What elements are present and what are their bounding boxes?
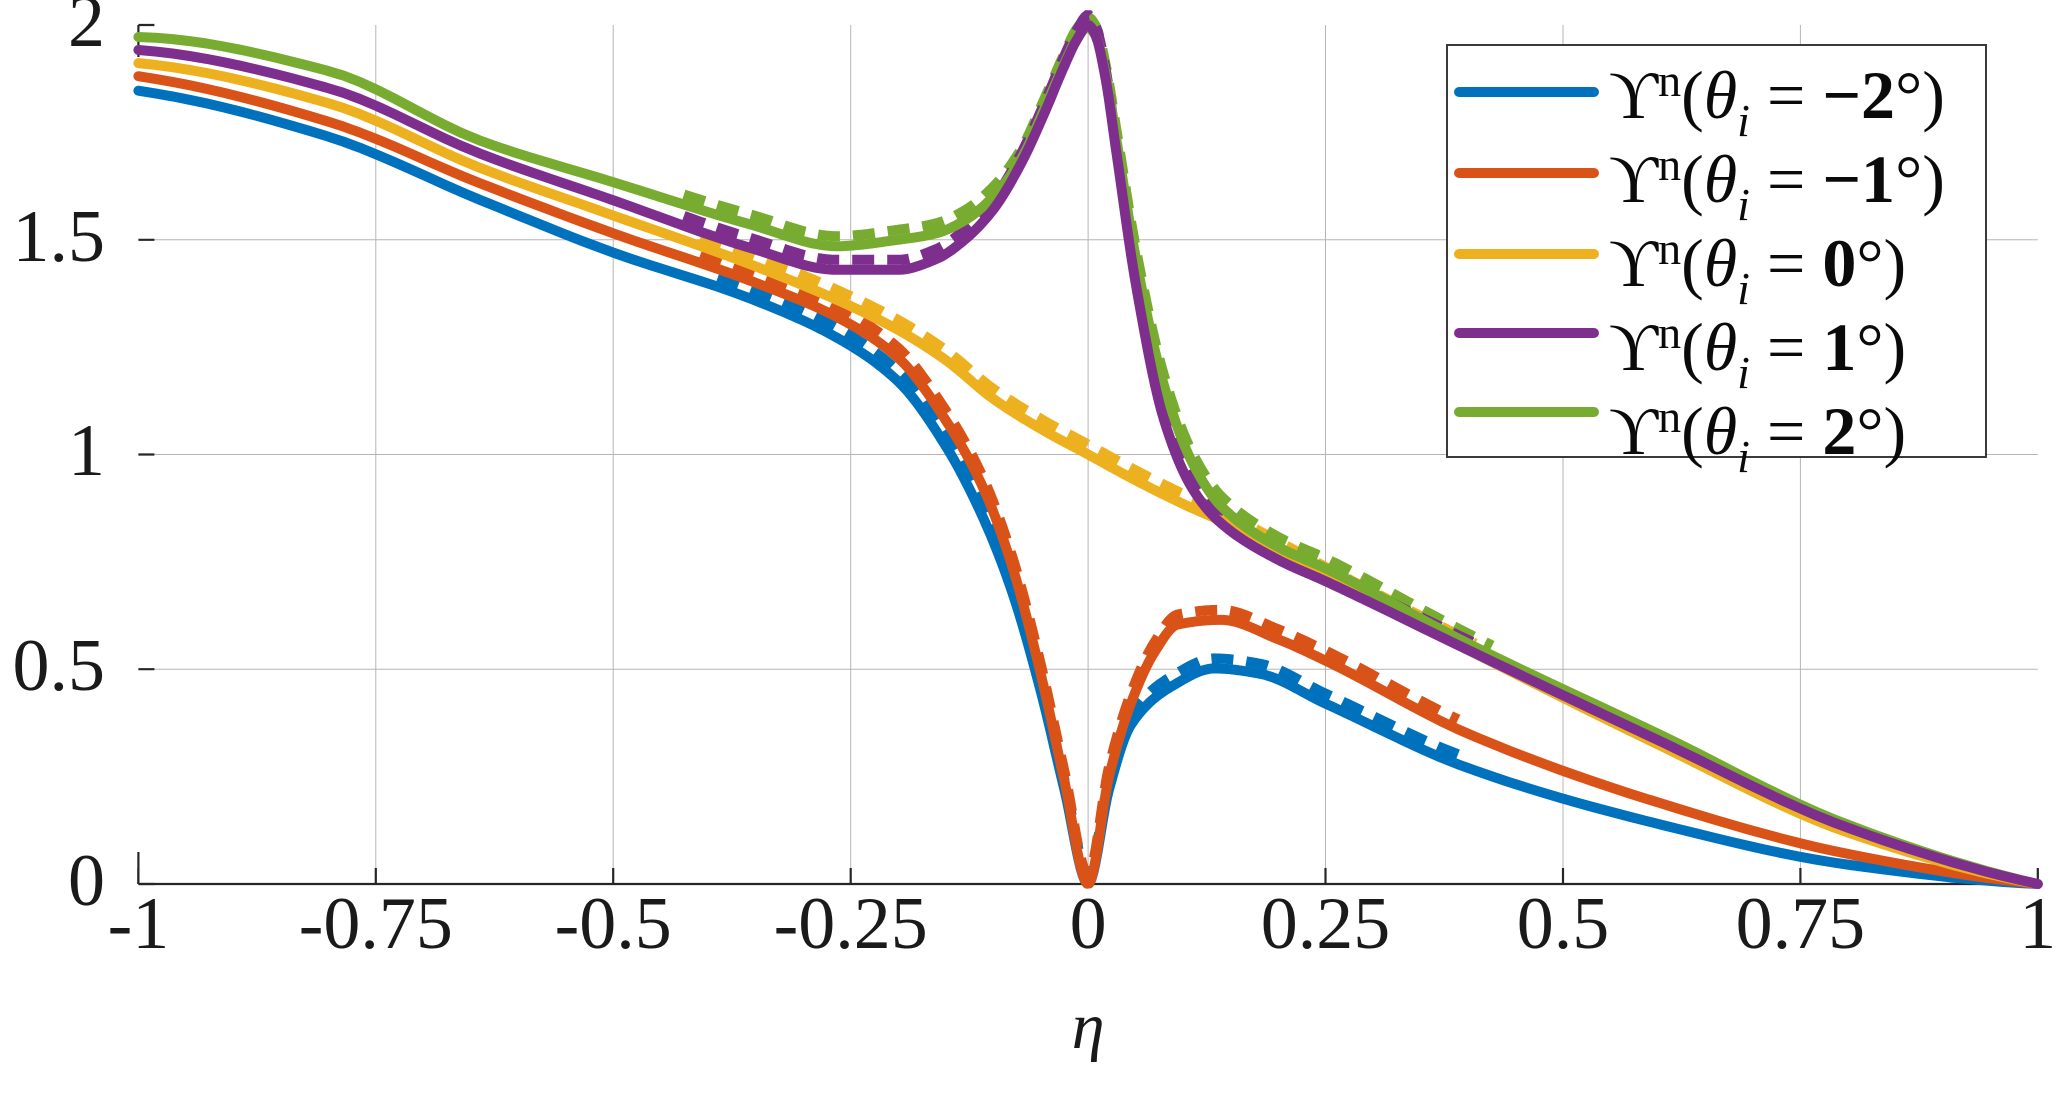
svg-text:2: 2 — [68, 0, 105, 63]
svg-text:-0.25: -0.25 — [774, 883, 928, 965]
svg-text:ϒn(θi = 0°): ϒn(θi = 0°) — [1609, 223, 1906, 314]
svg-text:0.5: 0.5 — [1517, 883, 1610, 965]
svg-text:0.25: 0.25 — [1261, 883, 1391, 965]
svg-text:-1: -1 — [108, 883, 170, 965]
svg-text:1.5: 1.5 — [13, 196, 106, 278]
svg-text:1: 1 — [68, 410, 105, 492]
svg-text:0.75: 0.75 — [1736, 883, 1866, 965]
svg-text:ϒn(θi = 1°): ϒn(θi = 1°) — [1609, 307, 1906, 398]
svg-text:1: 1 — [2019, 883, 2056, 965]
svg-text:0: 0 — [68, 840, 105, 922]
svg-text:-0.75: -0.75 — [299, 883, 453, 965]
svg-text:η: η — [1072, 990, 1105, 1063]
svg-text:-0.5: -0.5 — [555, 883, 672, 965]
svg-text:0: 0 — [1070, 883, 1107, 965]
svg-text:ϒn(θi = 2°): ϒn(θi = 2°) — [1609, 391, 1906, 482]
svg-text:0.5: 0.5 — [13, 625, 106, 707]
